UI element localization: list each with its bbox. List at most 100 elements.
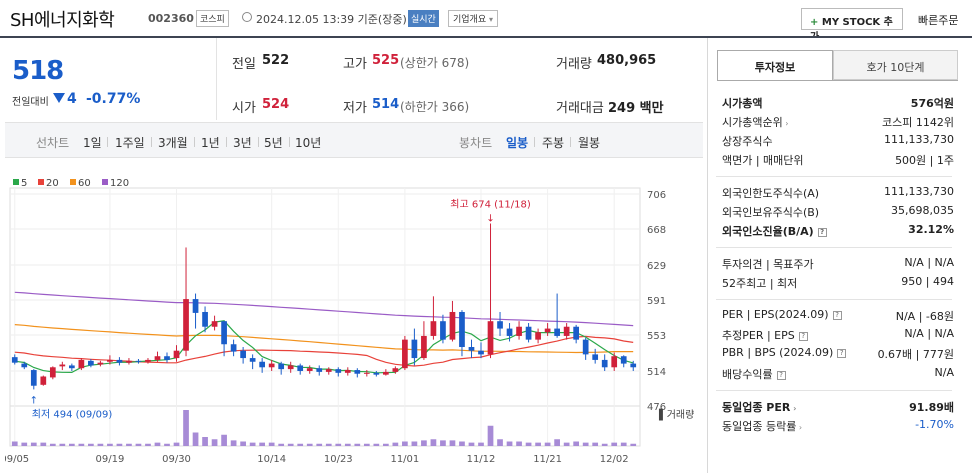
volume-bar (544, 442, 551, 446)
info-row-value: -1.70% (915, 418, 954, 431)
volume-bar (230, 440, 237, 446)
volume-bar (535, 442, 541, 446)
tab-investment-info[interactable]: 투자정보 (717, 50, 833, 80)
quick-order-link[interactable]: 빠른주문 (918, 14, 959, 27)
realtime-badge[interactable]: 실시간 (408, 10, 439, 27)
info-row: 투자의견 | 목표주가 N/A | N/A (714, 256, 954, 272)
high-value: 525 (372, 53, 400, 68)
company-overview-dropdown[interactable]: 기업개요 ▾ (448, 10, 499, 27)
x-tick-label: 11/21 (533, 454, 562, 465)
chevron-right-icon[interactable]: › (782, 119, 789, 128)
info-row-label: 액면가 | 매매단위 (722, 154, 804, 167)
info-row-value: N/A | N/A (904, 256, 954, 269)
volume-bar (30, 442, 37, 446)
candle-body (230, 344, 237, 352)
chevron-right-icon[interactable]: › (790, 404, 797, 413)
down-triangle-icon (53, 93, 65, 103)
candle-body (68, 365, 75, 369)
help-icon[interactable]: ? (776, 371, 786, 380)
volume-bar (192, 432, 199, 446)
volume-bar (278, 443, 285, 446)
y-tick-label: 668 (647, 225, 666, 236)
candle-body (630, 363, 637, 368)
candle-body (525, 326, 532, 340)
candle-body (468, 347, 475, 351)
candle-body (107, 359, 113, 362)
volume-bar (630, 443, 637, 446)
candle-monthly-tab[interactable]: 월봉 (578, 136, 601, 150)
candle-body (430, 321, 437, 336)
current-price: 518 (12, 56, 64, 86)
period-10y[interactable]: 10년 (295, 136, 322, 150)
volume-bar (78, 443, 85, 446)
info-row-label: 투자의견 | 목표주가 (722, 258, 814, 271)
tab-orderbook-10[interactable]: 호가 10단계 (833, 50, 958, 80)
line-chart-tab[interactable]: 선차트 (36, 136, 70, 150)
volume-bar (88, 443, 94, 446)
info-row-value: 500원 | 1주 (895, 154, 954, 167)
stock-header: SH에너지화학 002360 코스피 2024.12.05 13:39 기준(장… (0, 0, 972, 43)
volume-bar (306, 443, 313, 446)
volume-bar (287, 443, 294, 446)
period-1y[interactable]: 1년 (201, 136, 220, 150)
stock-price-chart[interactable]: 706 668 629 591 553 514 476 09/05 09/19 09/30 10/1… (5, 160, 703, 473)
period-5y[interactable]: 5년 (264, 136, 283, 150)
info-row-label: 시가총액순위 › (722, 116, 789, 129)
company-overview-label: 기업개요 (453, 15, 487, 25)
help-icon[interactable]: ? (817, 228, 827, 237)
volume-bar (478, 442, 484, 446)
candle-body (601, 359, 608, 368)
change-value: 4 (67, 91, 77, 107)
candle-body (421, 335, 427, 359)
volume-bar (563, 442, 570, 446)
help-icon[interactable]: ? (798, 332, 808, 341)
candle-weekly-tab[interactable]: 주봉 (542, 136, 565, 150)
period-1d[interactable]: 1일 (83, 136, 102, 150)
volume-bar (611, 442, 618, 446)
help-icon[interactable]: ? (832, 311, 842, 320)
add-mystock-button[interactable]: + MY STOCK 추가 (801, 8, 903, 43)
period-3y[interactable]: 3년 (233, 136, 252, 150)
candle-body (487, 321, 494, 355)
help-icon[interactable]: ? (837, 349, 847, 358)
period-3m[interactable]: 3개월 (158, 136, 188, 150)
volume-bar (430, 439, 437, 446)
volume-label: 거래량 (556, 57, 592, 72)
candle-body (21, 363, 28, 368)
x-tick-label: 09/05 (5, 454, 29, 465)
volume-bar (449, 440, 456, 446)
info-section-divider (716, 247, 952, 248)
info-row-value: 코스피 1142위 (882, 116, 954, 129)
info-row-value: N/A | -68원 (895, 310, 954, 323)
volume-bar (354, 443, 361, 446)
volume-bar (135, 443, 142, 446)
plus-icon: + (810, 17, 819, 28)
x-tick-label: 10/14 (257, 454, 286, 465)
volume-bar (240, 441, 246, 446)
volume-bar (601, 443, 608, 446)
info-row: 동일업종 PER › 91.89배 (714, 399, 954, 415)
volume-bar (573, 441, 580, 446)
candle-body (344, 370, 351, 373)
info-row-value: 32.12% (908, 223, 954, 236)
candle-body (49, 367, 56, 378)
change-percent: -0.77% (86, 91, 141, 107)
candle-body (535, 332, 541, 340)
change-label: 전일대비 (12, 97, 49, 108)
candle-chart-tab[interactable]: 봉차트 (459, 136, 493, 150)
volume-bar (116, 443, 123, 446)
volume-bar (440, 440, 446, 446)
candle-daily-tab[interactable]: 일봉 (506, 136, 529, 150)
chevron-right-icon[interactable]: › (796, 423, 803, 432)
info-row-value: N/A (934, 366, 954, 379)
open-value: 524 (262, 97, 290, 112)
clock-icon (242, 12, 252, 22)
trade-value: 249 백만 (608, 101, 664, 116)
tab-underline (717, 80, 958, 81)
y-tick-label: 476 (647, 402, 666, 413)
quote-datetime: 2024.12.05 13:39 기준(장중) (256, 13, 407, 26)
volume-bar (459, 441, 465, 446)
info-row-label: PER | EPS(2024.09)? (722, 308, 842, 321)
legend-label: 20 (46, 178, 59, 189)
period-1w[interactable]: 1주일 (115, 136, 145, 150)
